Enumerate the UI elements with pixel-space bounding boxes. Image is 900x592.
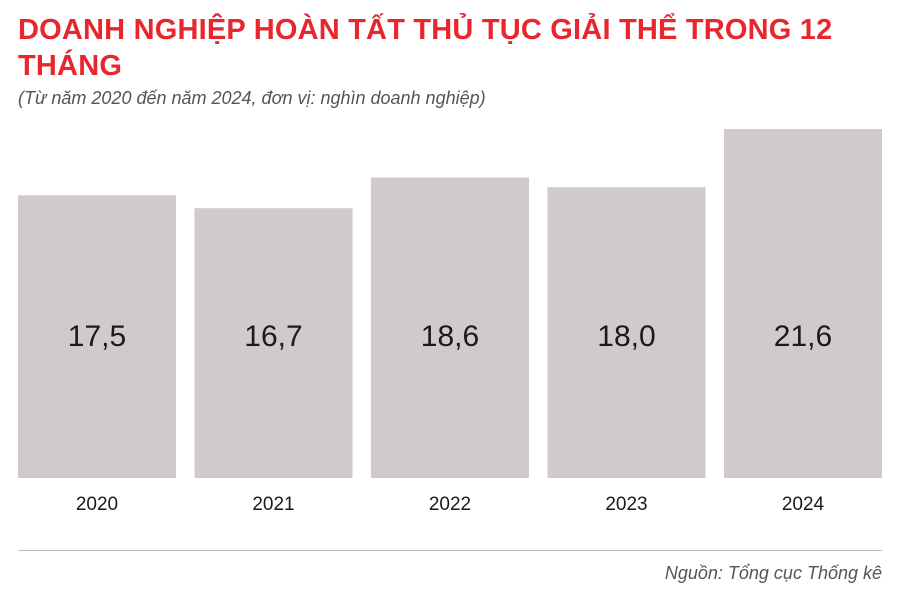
value-label-2024: 21,6: [774, 320, 832, 353]
category-label-2022: 2022: [429, 494, 471, 515]
bar-2022: [371, 177, 529, 478]
category-label-2020: 2020: [76, 494, 118, 515]
value-label-2020: 17,5: [68, 320, 126, 353]
bar-2021: [194, 208, 353, 478]
category-label-2023: 2023: [605, 494, 647, 515]
footer-divider: [18, 550, 882, 551]
category-label-2024: 2024: [782, 494, 825, 515]
chart-subtitle: (Từ năm 2020 đến năm 2024, đơn vị: nghìn…: [18, 88, 486, 108]
chart-title: DOANH NGHIỆP HOÀN TẤT THỦ TỤC GIẢI THỂ T…: [18, 14, 833, 82]
source-note: Nguồn: Tổng cục Thống kê: [664, 563, 882, 583]
value-label-2022: 18,6: [421, 320, 479, 353]
bar-2023: [547, 187, 706, 478]
value-label-2021: 16,7: [244, 320, 302, 353]
bar-2020: [18, 195, 176, 479]
value-label-2023: 18,0: [597, 320, 655, 353]
category-label-2021: 2021: [252, 494, 294, 515]
bar-2024: [724, 129, 882, 478]
